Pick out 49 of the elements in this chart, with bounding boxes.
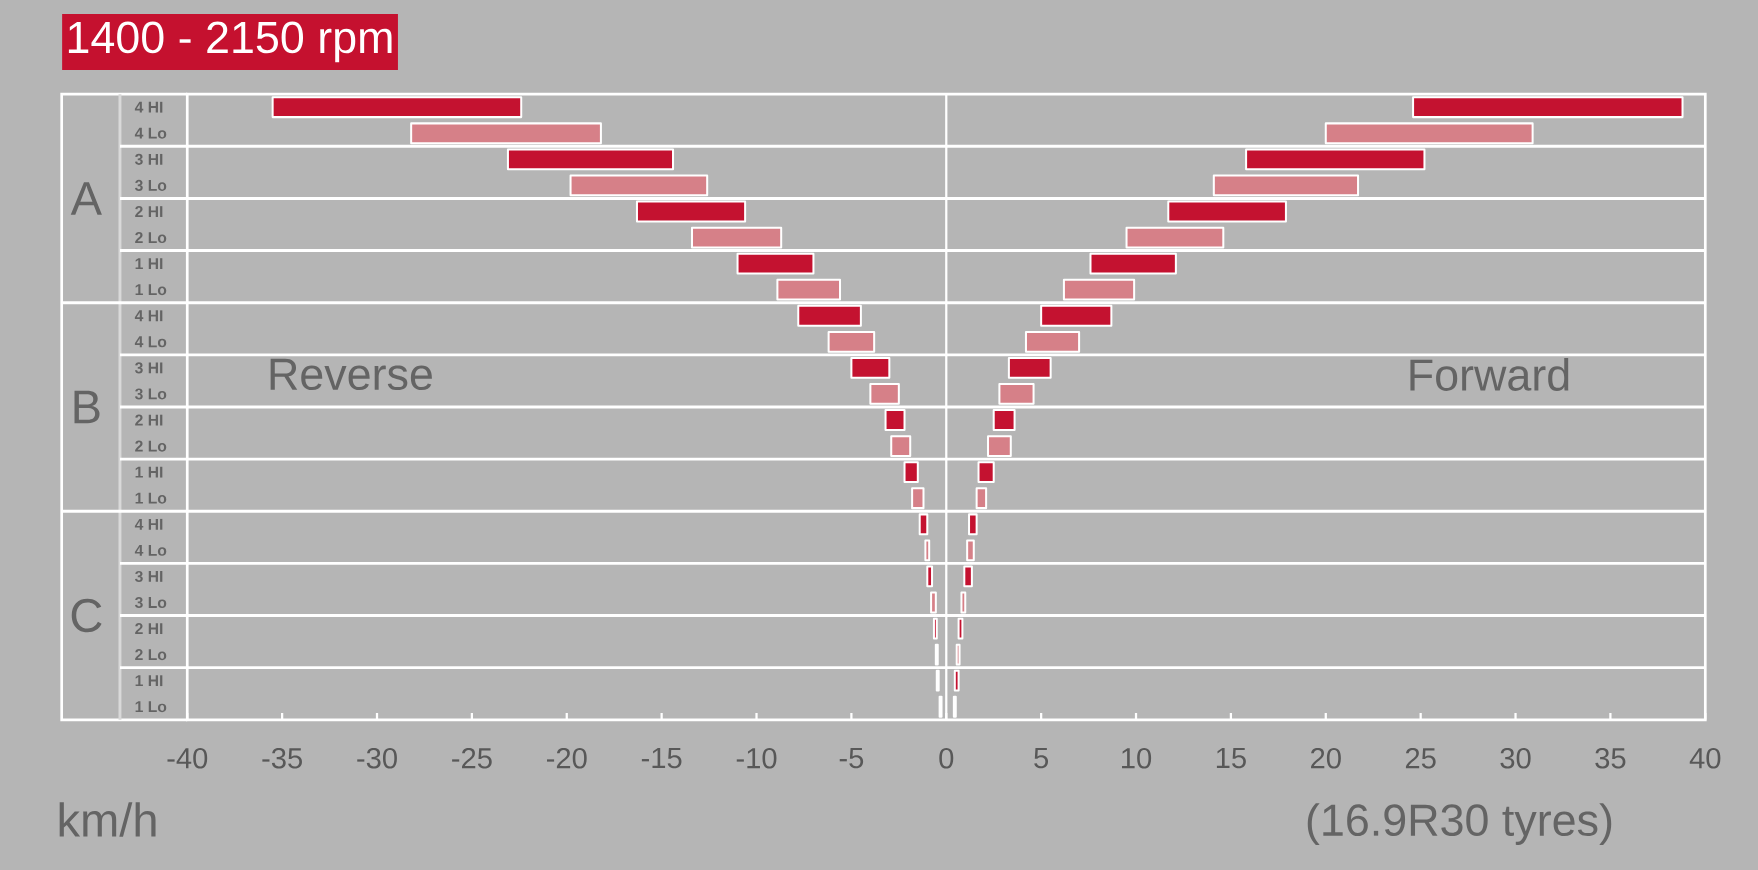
y-tick-label: 4 Lo — [134, 127, 167, 139]
y-tick-label: 2 HI — [135, 206, 163, 217]
x-tick-label: -30 — [357, 747, 397, 769]
x-axis-title: km/h — [59, 802, 156, 837]
text: B — [74, 390, 100, 424]
text: (16.9R30 tyres) — [1307, 803, 1612, 845]
y-tick-label: 4 HI — [134, 518, 163, 530]
y-tick-label: 4 Lo — [134, 336, 167, 348]
y-tick-label: 3 HI — [134, 362, 163, 374]
x-tick-label: -5 — [839, 747, 864, 769]
x-tick-label: -10 — [736, 747, 777, 769]
y-tick-label: 3 HI — [134, 570, 163, 582]
y-tick-label: 1 Lo — [135, 492, 167, 504]
y-tick-label: 2 HI — [135, 623, 163, 635]
x-tick-label: 30 — [1500, 747, 1531, 769]
x-tick-label: -25 — [452, 747, 492, 769]
x-tick-label: -20 — [547, 747, 587, 769]
y-tick-label: 3 Lo — [134, 179, 167, 191]
y-tick-label: 2 Lo — [135, 440, 167, 452]
y-tick-label: 1 HI — [135, 258, 163, 270]
x-tick-label: 5 — [1034, 747, 1049, 769]
x-tick-label: 15 — [1216, 747, 1246, 769]
y-tick-label: 1 Lo — [135, 701, 167, 713]
x-tick-label: 10 — [1122, 747, 1152, 769]
x-tick-label: 35 — [1595, 747, 1626, 769]
y-tick-label: 1 Lo — [135, 284, 167, 296]
y-tick-label: 3 HI — [134, 153, 163, 165]
y-tick-label: 4 HI — [134, 101, 163, 113]
x-tick-label: 20 — [1311, 747, 1341, 769]
x-tick-label: 40 — [1689, 747, 1721, 769]
text: C — [71, 598, 102, 633]
x-tick-label: 25 — [1405, 747, 1436, 769]
annotation: Forward — [1410, 357, 1569, 391]
y-tick-label: 3 Lo — [134, 596, 167, 609]
text: A — [70, 182, 102, 215]
x-tick-label: -35 — [262, 747, 302, 769]
y-tick-label: 2 Lo — [135, 649, 167, 661]
x-tick-label: 0 — [939, 747, 954, 769]
chart-title: 1400 - 2150 rpm — [68, 21, 392, 63]
y-tick-label: 1 HI — [135, 466, 163, 478]
y-tick-label: 3 Lo — [134, 388, 167, 400]
y-tick-label: 4 HI — [134, 310, 163, 322]
x-tick-label: -40 — [167, 747, 208, 769]
y-tick-label: 2 HI — [135, 414, 163, 426]
annotation: Reverse — [270, 358, 432, 391]
y-tick-label: 1 HI — [135, 675, 163, 687]
x-tick-label: -15 — [641, 747, 682, 769]
y-tick-label: 4 Lo — [134, 544, 167, 556]
y-tick-label: 2 Lo — [135, 232, 167, 244]
